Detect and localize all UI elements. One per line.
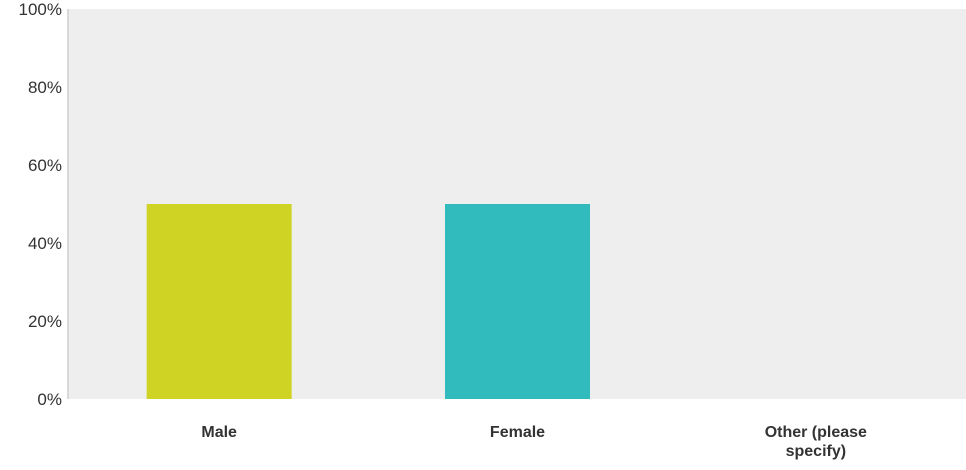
y-tick-labels: 0% 20% 40% 60% 80% 100% [19, 0, 62, 409]
x-category-label: Female [490, 424, 545, 441]
x-category-label-line: Female [490, 424, 545, 441]
x-category-label: Male [201, 424, 237, 441]
y-tick-label: 0% [37, 390, 62, 409]
x-category-label-line: specify) [786, 443, 846, 460]
x-category-label-line: Male [201, 424, 237, 441]
x-category-labels: Male Female Other (please specify) [201, 424, 867, 460]
bars [146, 204, 590, 399]
y-tick-label: 100% [19, 0, 62, 19]
x-category-label: Other (please specify) [765, 424, 867, 460]
y-tick-label: 60% [28, 156, 62, 175]
bar [146, 204, 292, 399]
x-category-label-line: Other (please [765, 424, 867, 441]
bar [445, 204, 590, 399]
y-tick-label: 40% [28, 234, 62, 253]
y-tick-label: 20% [28, 312, 62, 331]
y-tick-label: 80% [28, 78, 62, 97]
